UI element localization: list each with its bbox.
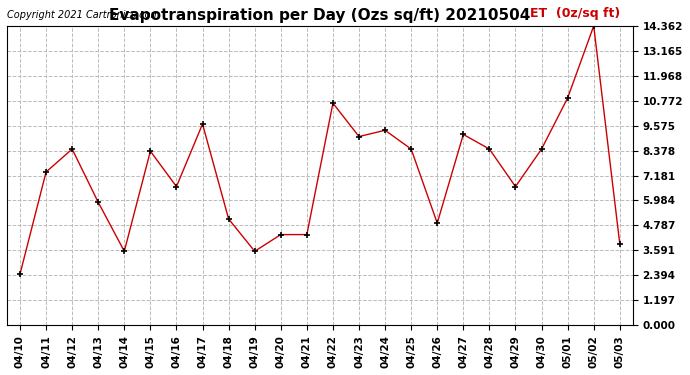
- Text: Copyright 2021 Cartronics.com: Copyright 2021 Cartronics.com: [7, 10, 160, 20]
- Text: ET  (0z/sq ft): ET (0z/sq ft): [530, 7, 620, 20]
- Title: Evapotranspiration per Day (Ozs sq/ft) 20210504: Evapotranspiration per Day (Ozs sq/ft) 2…: [109, 8, 531, 23]
